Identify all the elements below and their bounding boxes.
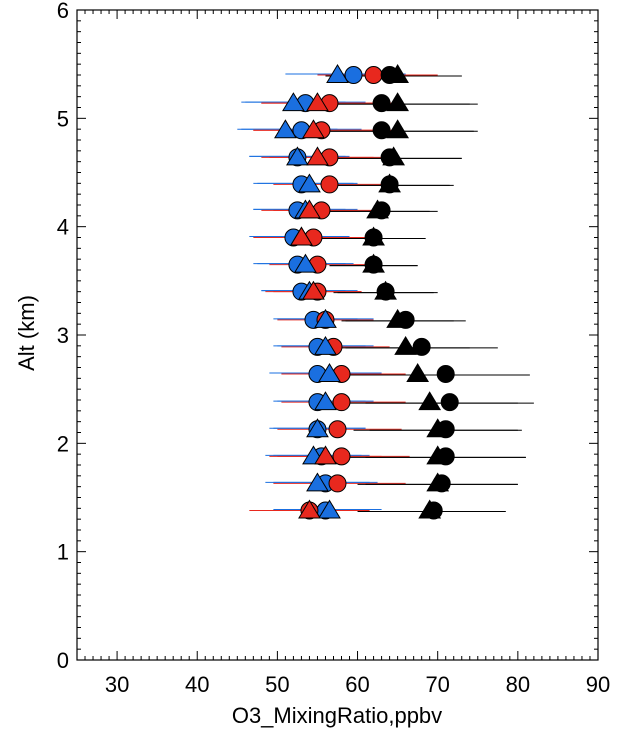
point-triangle-blue	[314, 308, 337, 328]
point-triangle-black	[418, 391, 442, 411]
point-triangle-red	[306, 146, 329, 166]
point-circle-black	[372, 121, 391, 140]
tick-labels: 30 40 50 60 70 80 90 0 1 2 3 4 5 6	[57, 0, 610, 697]
point-triangle-blue	[318, 363, 341, 382]
point-circle-red	[320, 175, 339, 194]
y-tick-label: 3	[57, 323, 69, 348]
point-triangle-blue	[298, 173, 321, 193]
point-triangle-red	[314, 445, 337, 465]
point-triangle-blue	[286, 146, 309, 166]
point-circle-black	[372, 94, 391, 113]
point-triangle-red	[298, 199, 321, 219]
x-tick-label: 30	[105, 672, 129, 697]
point-triangle-black	[386, 308, 409, 328]
x-tick-label: 90	[586, 672, 610, 697]
point-triangle-blue	[306, 418, 329, 438]
point-triangle-blue	[294, 253, 317, 273]
point-triangle-red	[302, 119, 325, 139]
point-triangle-black	[362, 253, 385, 273]
y-tick-label: 4	[57, 215, 69, 240]
point-circle-red	[332, 393, 351, 412]
point-triangle-black	[426, 445, 450, 465]
point-triangle-black	[418, 499, 442, 519]
y-tick-label: 6	[57, 0, 69, 23]
point-triangle-black	[386, 64, 409, 83]
point-circle-blue	[344, 66, 363, 84]
axes-layer	[76, 9, 599, 661]
point-triangle-black	[394, 335, 418, 355]
point-triangle-black	[366, 199, 389, 219]
point-circle-black	[436, 365, 455, 383]
point-circle-red	[328, 474, 347, 493]
point-triangle-black	[374, 280, 397, 300]
point-triangle-blue	[314, 391, 337, 411]
point-triangle-red	[302, 280, 325, 300]
point-circle-red	[332, 447, 351, 466]
x-tick-label: 80	[506, 672, 530, 697]
y-axis-label: Alt (km)	[14, 295, 39, 371]
point-triangle-black	[378, 173, 401, 193]
y-tick-label: 5	[57, 106, 69, 131]
point-triangle-black	[382, 146, 405, 166]
y-tick-label: 2	[57, 431, 69, 456]
point-triangle-blue	[318, 499, 341, 519]
point-triangle-black	[386, 119, 409, 139]
x-tick-label: 70	[425, 672, 449, 697]
x-tick-label: 60	[345, 672, 369, 697]
point-triangle-blue	[282, 92, 305, 112]
point-triangle-red	[306, 92, 329, 112]
point-triangle-black	[406, 363, 430, 382]
point-triangle-black	[426, 472, 450, 492]
x-axis-label: O3_MixingRatio,ppbv	[232, 703, 442, 728]
point-triangle-blue	[326, 64, 349, 83]
point-circle-black	[440, 393, 459, 412]
point-triangle-red	[298, 499, 321, 519]
y-tick-label: 1	[57, 540, 69, 565]
point-triangle-blue	[306, 472, 329, 492]
point-triangle-red	[290, 226, 313, 246]
point-triangle-blue	[274, 119, 297, 139]
markers-layer	[274, 64, 459, 520]
plot-frame	[76, 9, 599, 661]
tick-marks	[76, 9, 599, 661]
point-circle-red	[328, 420, 347, 439]
point-triangle-black	[426, 418, 450, 438]
point-triangle-black	[362, 226, 385, 246]
point-triangle-black	[386, 92, 409, 112]
point-circle-red	[364, 66, 383, 84]
x-tick-label: 50	[265, 672, 289, 697]
x-tick-label: 40	[185, 672, 209, 697]
point-triangle-blue	[314, 335, 337, 355]
y-tick-label: 0	[57, 648, 69, 673]
point-circle-black	[412, 337, 431, 356]
